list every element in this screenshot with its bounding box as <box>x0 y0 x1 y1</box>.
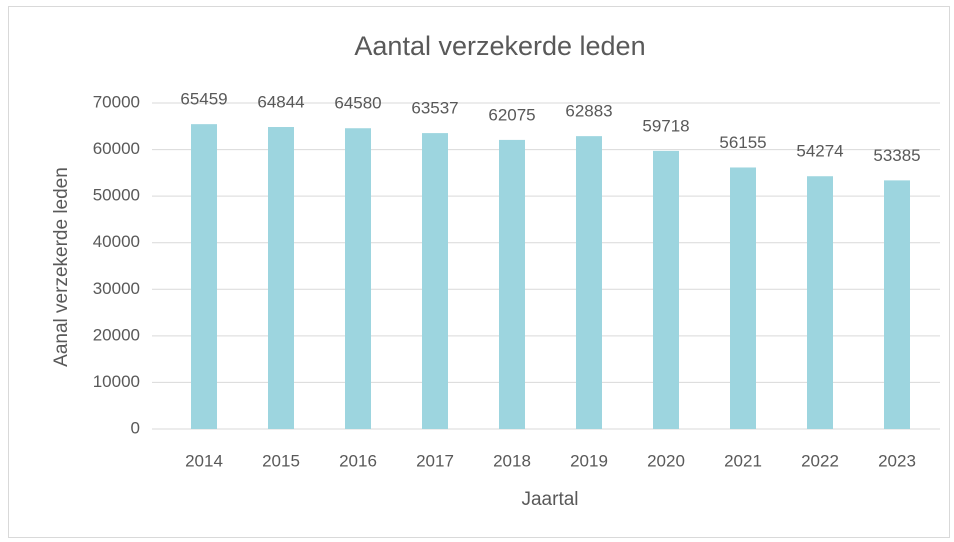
bar <box>653 150 679 429</box>
x-tick-label: 2018 <box>493 451 531 470</box>
x-tick-label: 2023 <box>878 451 916 470</box>
y-tick-label: 0 <box>131 418 140 437</box>
data-label: 54274 <box>796 142 843 161</box>
bar <box>807 176 833 429</box>
data-label: 64844 <box>257 92 304 111</box>
bar <box>422 133 448 429</box>
data-label: 56155 <box>719 133 766 152</box>
data-label: 63537 <box>411 99 458 118</box>
y-tick-label: 30000 <box>93 279 140 298</box>
x-tick-label: 2016 <box>339 451 377 470</box>
bar <box>345 128 371 430</box>
data-label: 59718 <box>642 116 689 135</box>
x-tick-label: 2020 <box>647 451 685 470</box>
data-label: 65459 <box>180 90 227 109</box>
data-label: 62883 <box>565 102 612 121</box>
y-tick-label: 20000 <box>93 325 140 344</box>
data-label: 62075 <box>488 105 535 124</box>
x-tick-label: 2022 <box>801 451 839 470</box>
data-label: 64580 <box>334 94 381 113</box>
y-tick-label: 10000 <box>93 372 140 391</box>
x-tick-label: 2015 <box>262 451 300 470</box>
x-tick-label: 2014 <box>185 451 223 470</box>
data-label: 53385 <box>873 146 920 165</box>
bar <box>191 124 217 430</box>
y-tick-label: 70000 <box>93 92 140 111</box>
y-axis-title: Aanal verzekerde leden <box>51 167 72 367</box>
bar <box>268 127 294 429</box>
x-tick-label: 2017 <box>416 451 454 470</box>
bar <box>730 167 756 429</box>
x-tick-label: 2021 <box>724 451 762 470</box>
bar <box>884 180 910 429</box>
bar <box>499 139 525 430</box>
y-tick-label: 60000 <box>93 139 140 158</box>
y-tick-label: 50000 <box>93 186 140 205</box>
chart-border <box>8 6 950 538</box>
chart-title: Aantal verzekerde leden <box>354 31 645 61</box>
bar <box>576 136 602 429</box>
y-tick-label: 40000 <box>93 232 140 251</box>
x-axis-title: Jaartal <box>521 489 578 510</box>
x-tick-label: 2019 <box>570 451 608 470</box>
